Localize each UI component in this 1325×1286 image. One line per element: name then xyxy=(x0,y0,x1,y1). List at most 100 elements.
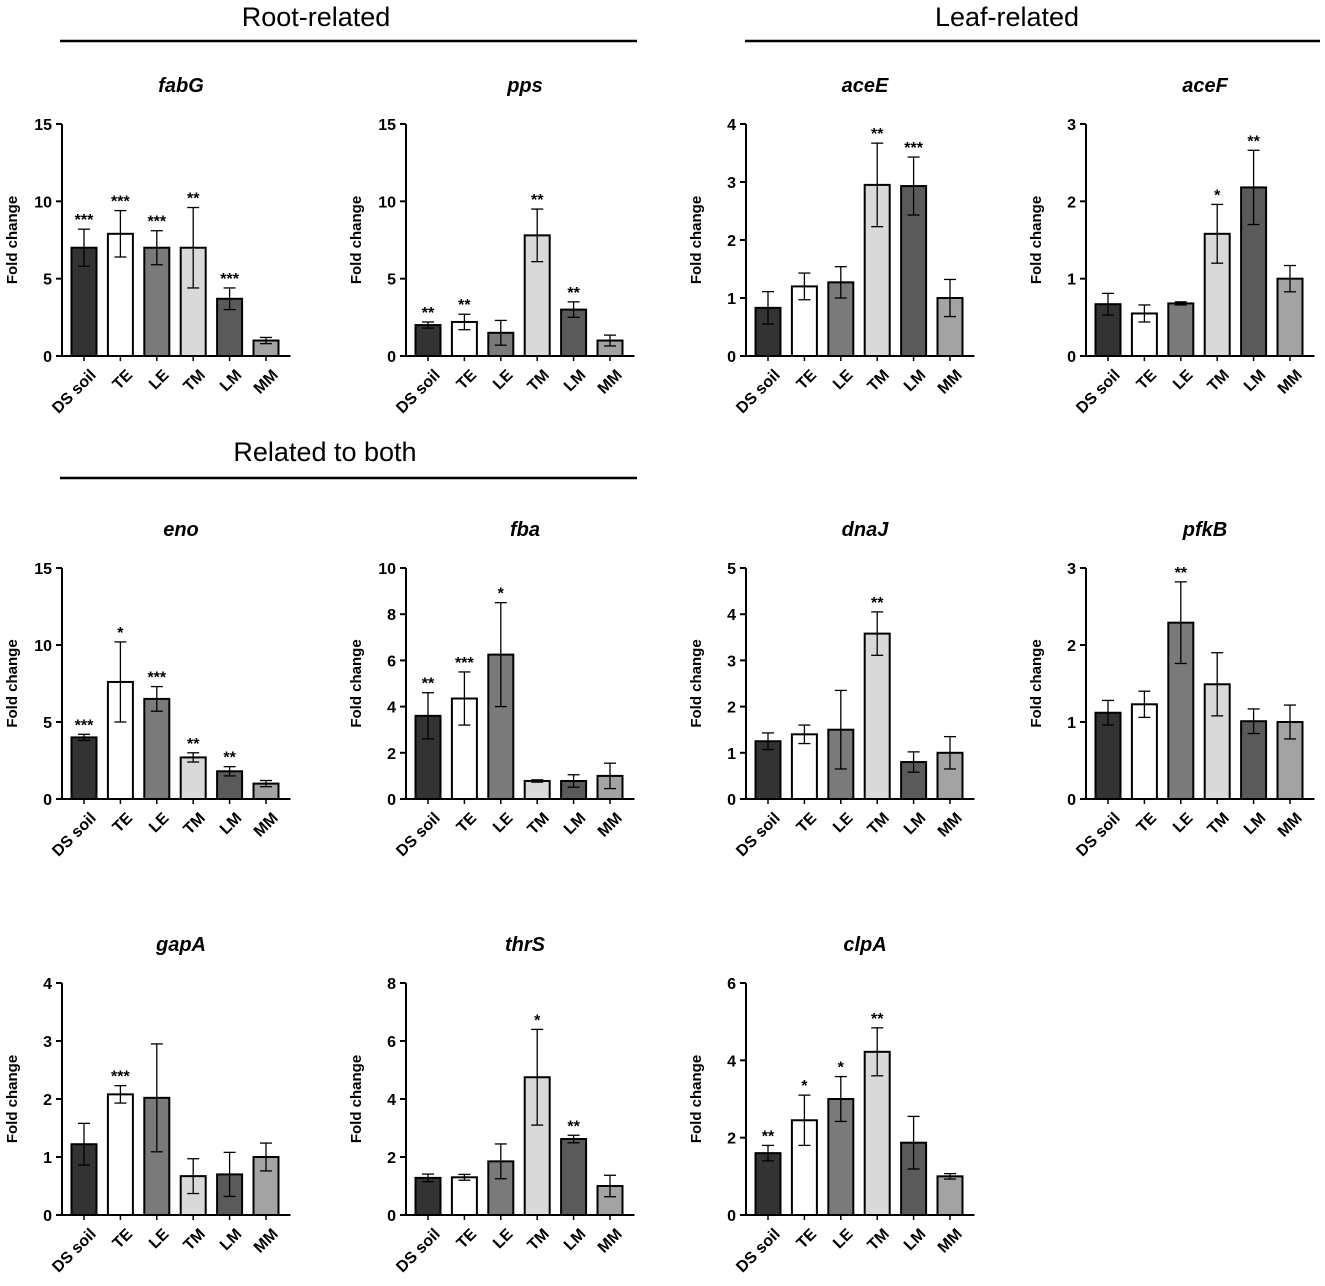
category-label: LM xyxy=(217,1226,245,1254)
category-label: MM xyxy=(251,1226,282,1257)
y-tick-label: 8 xyxy=(387,607,396,624)
y-tick-label: 10 xyxy=(34,638,52,655)
y-axis-label: Fold change xyxy=(688,1055,705,1143)
y-tick-label: 3 xyxy=(727,653,736,670)
y-tick-label: 2 xyxy=(43,1092,52,1109)
y-tick-label: 0 xyxy=(1067,349,1076,366)
y-axis-label: Fold change xyxy=(688,639,705,727)
significance-label: *** xyxy=(904,140,923,157)
y-tick-label: 1 xyxy=(43,1150,52,1167)
significance-label: *** xyxy=(111,1069,130,1086)
chart-eno: eno Fold change 0 5 10 15 *** DS soil * TE *** LE **… xyxy=(4,519,291,860)
significance-label: ** xyxy=(871,126,884,143)
category-label: TM xyxy=(181,810,209,838)
category-label: TM xyxy=(525,810,553,838)
significance-label: *** xyxy=(220,271,239,288)
chart-title: clpA xyxy=(843,934,886,956)
bar-le xyxy=(143,697,171,801)
category-label: DS soil xyxy=(733,1226,783,1276)
y-tick-label: 0 xyxy=(387,1208,396,1225)
category-label: LE xyxy=(830,1226,857,1253)
chart-title: fabG xyxy=(158,75,204,97)
bar-le xyxy=(487,1160,515,1216)
category-label: TE xyxy=(794,810,821,837)
y-tick-label: 3 xyxy=(43,1034,52,1051)
category-label: LM xyxy=(901,810,929,838)
y-tick-label: 2 xyxy=(727,1131,736,1148)
y-tick-label: 5 xyxy=(43,715,52,732)
significance-label: *** xyxy=(455,655,474,672)
section-title-leaf: Leaf-related xyxy=(935,2,1079,32)
category-label: DS soil xyxy=(733,367,783,417)
significance-label: ** xyxy=(567,1118,580,1135)
category-label: TE xyxy=(110,367,137,394)
y-tick-label: 15 xyxy=(378,117,396,134)
y-axis-label: Fold change xyxy=(4,639,21,727)
y-axis-label: Fold change xyxy=(348,1055,365,1143)
category-label: LM xyxy=(217,810,245,838)
y-tick-label: 5 xyxy=(43,272,52,289)
bar-tm xyxy=(863,632,891,800)
y-tick-label: 4 xyxy=(727,607,736,624)
category-label: DS soil xyxy=(49,810,99,860)
significance-label: * xyxy=(117,625,124,642)
chart-title: eno xyxy=(163,519,199,541)
significance-label: *** xyxy=(147,214,166,231)
y-tick-label: 2 xyxy=(1067,194,1076,211)
chart-thrS: thrS Fold change 0 2 4 6 8 DS soil TE LE * TM ** LM MM xyxy=(348,934,635,1276)
category-label: TM xyxy=(1205,367,1233,395)
y-tick-label: 15 xyxy=(34,117,52,134)
bar-ds-soil xyxy=(414,1176,442,1217)
bar-le xyxy=(1167,302,1195,357)
category-label: LM xyxy=(217,367,245,395)
bar-ds-soil xyxy=(414,324,442,358)
chart-pps: pps Fold change 0 5 10 15 ** DS soil ** TE LE ** TM *… xyxy=(348,75,635,417)
y-axis-label: Fold change xyxy=(1028,639,1045,727)
y-tick-label: 2 xyxy=(1067,638,1076,655)
significance-label: ** xyxy=(187,736,200,753)
category-label: LM xyxy=(561,367,589,395)
chart-pfkB: pfkB Fold change 0 1 2 3 DS soil TE ** LE TM LM MM xyxy=(1028,519,1315,860)
category-label: MM xyxy=(935,367,966,398)
chart-title: pfkB xyxy=(1182,519,1227,541)
y-axis-label: Fold change xyxy=(4,196,21,284)
category-label: LM xyxy=(901,367,929,395)
significance-label: ** xyxy=(223,750,236,767)
y-tick-label: 10 xyxy=(34,194,52,211)
category-label: DS soil xyxy=(393,367,443,417)
category-label: LM xyxy=(901,1226,929,1254)
category-label: TE xyxy=(454,367,481,394)
significance-label: * xyxy=(838,1060,845,1077)
y-tick-label: 0 xyxy=(1067,792,1076,809)
chart-fabG: fabG Fold change 0 5 10 15 *** DS soil *** TE *** L… xyxy=(4,75,291,417)
category-label: MM xyxy=(595,1226,626,1257)
y-tick-label: 8 xyxy=(387,976,396,993)
category-label: LE xyxy=(490,1226,517,1253)
y-tick-label: 1 xyxy=(727,746,736,763)
chart-dnaJ: dnaJ Fold change 0 1 2 3 4 5 DS soil TE LE ** TM LM MM xyxy=(688,519,975,860)
bar-te xyxy=(106,1093,134,1216)
y-tick-label: 2 xyxy=(387,1150,396,1167)
category-label: TE xyxy=(794,1226,821,1253)
bar-tm xyxy=(179,1175,207,1217)
significance-label: * xyxy=(498,586,505,603)
significance-label: ** xyxy=(187,191,200,208)
category-label: MM xyxy=(1275,810,1306,841)
bar-te xyxy=(450,1176,478,1217)
y-tick-label: 4 xyxy=(387,1092,396,1109)
category-label: DS soil xyxy=(393,1226,443,1276)
section-title-both: Related to both xyxy=(233,437,416,467)
category-label: MM xyxy=(1275,367,1306,398)
category-label: LM xyxy=(561,810,589,838)
significance-label: ** xyxy=(762,1128,775,1145)
y-tick-label: 1 xyxy=(1067,715,1076,732)
category-label: TE xyxy=(454,1226,481,1253)
y-axis-label: Fold change xyxy=(688,196,705,284)
category-label: MM xyxy=(595,367,626,398)
y-tick-label: 10 xyxy=(378,194,396,211)
significance-label: ** xyxy=(458,297,471,314)
significance-label: * xyxy=(801,1078,808,1095)
category-label: DS soil xyxy=(49,1226,99,1276)
y-tick-label: 6 xyxy=(727,976,736,993)
chart-title: fba xyxy=(510,519,540,541)
